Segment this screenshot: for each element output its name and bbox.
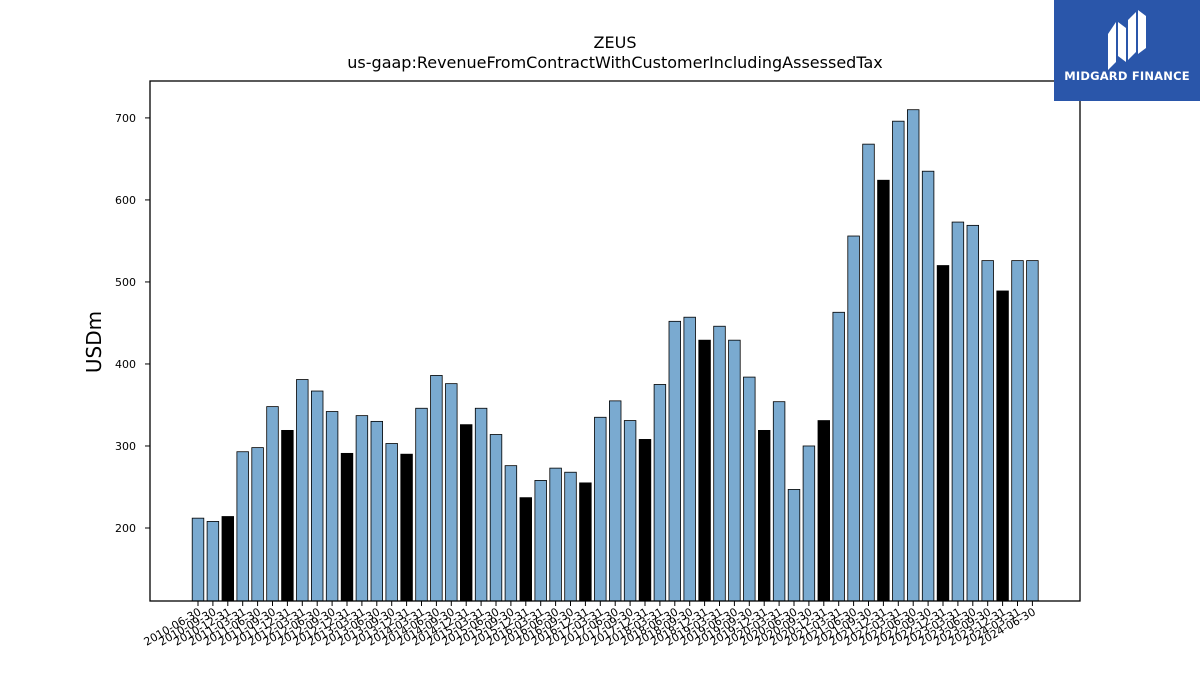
y-tick-label: 400 [115, 358, 136, 371]
bar-2020-03-31 [772, 401, 786, 602]
bar-2015-03-31 [474, 407, 488, 602]
bar-2010-12-31 [221, 516, 235, 602]
bar-2018-09-30 [683, 316, 696, 602]
bar-2021-03-31 [832, 311, 845, 602]
chart-subtitle: us-gaap:RevenueFromContractWithCustomerI… [347, 53, 882, 72]
bar-2022-06-30 [907, 109, 920, 602]
bar-2020-09-30 [802, 445, 816, 602]
bar-2016-06-30 [549, 467, 562, 602]
bar-2011-12-31 [281, 429, 294, 602]
bar-2021-09-30 [862, 143, 875, 602]
bar-2016-12-31 [579, 482, 592, 602]
bar-2018-03-31 [653, 384, 667, 602]
bar-2016-03-31 [534, 480, 547, 602]
x-axis-ticks: 2010-06-302010-09-302010-12-312011-03-31… [142, 601, 1038, 649]
bar-2014-03-31 [415, 407, 428, 602]
bar-2018-06-30 [668, 320, 682, 602]
bar-2017-12-31 [638, 439, 652, 602]
bar-2021-06-30 [847, 235, 860, 602]
bar-2011-03-31 [236, 451, 249, 602]
bar-2018-12-31 [698, 339, 711, 602]
bar-2023-09-30 [981, 260, 994, 602]
plot-frame [149, 80, 1081, 602]
midgard-finance-logo: MIDGARD FINANCE [1054, 0, 1200, 101]
bar-2022-12-31 [936, 265, 950, 602]
bar-2014-12-31 [459, 424, 473, 602]
bar-2010-06-30 [191, 517, 205, 602]
y-tick-label: 700 [115, 112, 136, 125]
logo-text: MIDGARD FINANCE [1064, 69, 1190, 83]
bar-2013-06-30 [370, 420, 384, 602]
bar-2020-06-30 [787, 489, 801, 602]
y-axis-label: USDm [82, 311, 106, 373]
bar-2012-09-30 [325, 411, 339, 602]
bar-2023-03-31 [951, 221, 965, 602]
bar-2022-03-31 [892, 120, 905, 602]
bar-2022-09-30 [921, 170, 935, 602]
midgard-logo-icon [1108, 10, 1146, 70]
chart-title: ZEUS [594, 33, 637, 52]
bar-2014-09-30 [445, 383, 458, 602]
bar-2013-12-31 [400, 453, 413, 602]
bar-2023-06-30 [966, 224, 980, 602]
y-tick-label: 300 [115, 440, 136, 453]
bar-2019-06-30 [728, 339, 741, 602]
bar-2015-12-31 [519, 497, 533, 602]
bar-2011-09-30 [266, 406, 279, 602]
bar-2013-03-31 [355, 415, 369, 602]
bars-group [191, 109, 1039, 602]
bar-2011-06-30 [251, 447, 264, 602]
bar-2017-06-30 [609, 400, 622, 602]
y-tick-label: 200 [115, 522, 136, 535]
bar-2024-03-31 [1011, 260, 1024, 602]
bar-2023-12-31 [996, 290, 1009, 602]
bar-2017-09-30 [623, 420, 637, 602]
bar-2010-09-30 [206, 521, 220, 602]
bar-2013-09-30 [385, 443, 398, 602]
bar-2019-03-31 [713, 325, 726, 602]
y-axis-ticks: 200 300 400 500 600 700 [115, 112, 150, 535]
bar-2015-06-30 [489, 434, 503, 602]
bar-2019-09-30 [743, 376, 756, 602]
bar-2021-12-31 [877, 179, 890, 602]
y-tick-label: 500 [115, 276, 136, 289]
bar-2019-12-31 [758, 429, 771, 602]
bar-2020-12-31 [817, 420, 831, 602]
bar-2012-06-30 [310, 390, 324, 602]
bar-2017-03-31 [594, 416, 607, 602]
bar-2012-03-31 [296, 379, 309, 602]
bar-2024-06-30 [1026, 260, 1039, 602]
bar-2016-09-30 [564, 471, 577, 602]
bar-2014-06-30 [430, 375, 443, 602]
y-tick-label: 600 [115, 194, 136, 207]
bar-2015-09-30 [504, 465, 518, 602]
bar-2012-12-31 [340, 452, 354, 602]
